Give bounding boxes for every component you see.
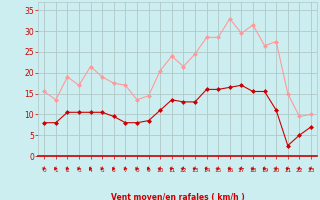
X-axis label: Vent moyen/en rafales ( km/h ): Vent moyen/en rafales ( km/h ) xyxy=(111,193,244,200)
